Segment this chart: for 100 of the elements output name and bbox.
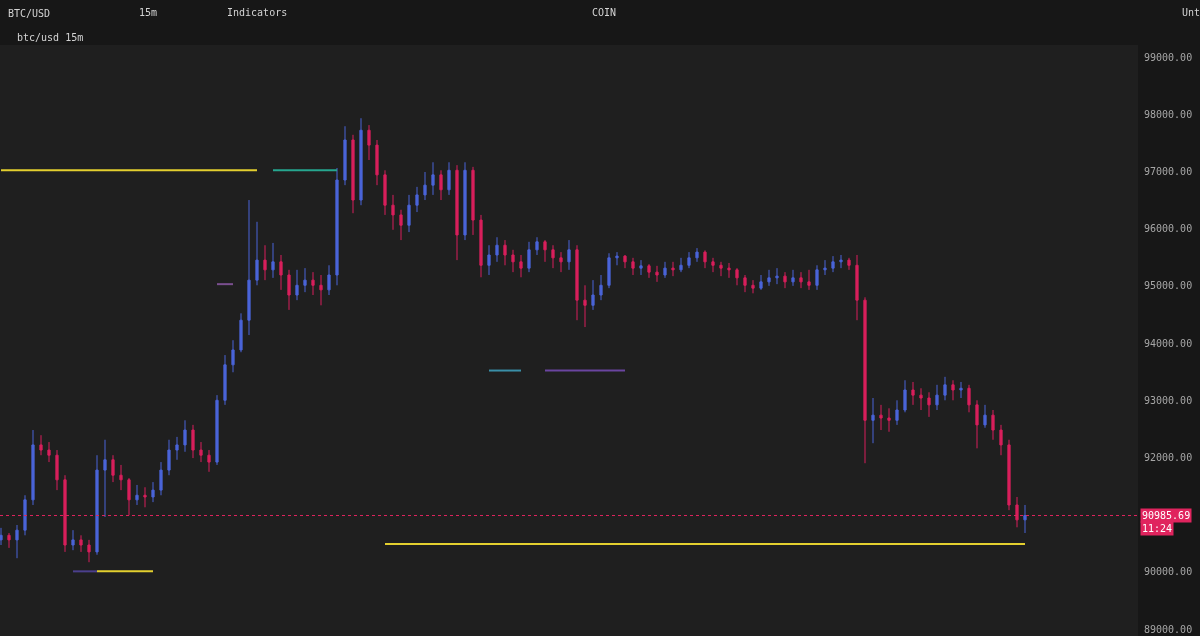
candlestick (527, 241, 531, 273)
text: COIN (592, 7, 617, 18)
y-tick-label: 96000.00 (1144, 223, 1193, 235)
candlestick (879, 404, 883, 431)
candlestick (279, 254, 283, 291)
y-tick-label: 97000.00 (1144, 165, 1193, 177)
candlestick (87, 539, 91, 563)
candlestick (759, 274, 763, 291)
candlestick (247, 199, 251, 336)
candlestick (911, 381, 915, 406)
candlestick (199, 441, 203, 463)
candlestick (311, 271, 315, 296)
candlestick (535, 236, 539, 256)
candlestick (319, 274, 323, 306)
candlestick (79, 534, 83, 553)
candlestick (255, 221, 259, 286)
candlestick (1007, 439, 1011, 511)
candlestick (919, 387, 923, 411)
candlestick (263, 244, 267, 281)
y-tick-label: 95000.00 (1144, 280, 1193, 292)
candlestick (239, 312, 243, 353)
candlestick (823, 259, 827, 276)
candlestick (575, 244, 579, 321)
candlestick (479, 214, 483, 278)
candlestick (15, 524, 19, 559)
candlestick (207, 449, 211, 473)
candlestick (175, 436, 179, 461)
y-tick-label: 98000.00 (1144, 108, 1193, 120)
candlestick (303, 267, 307, 293)
candlestick (999, 424, 1003, 456)
text: Indicators (227, 7, 288, 18)
candlestick (711, 257, 715, 273)
y-tick-label: 94000.00 (1144, 337, 1193, 349)
y-tick-label: 92000.00 (1144, 452, 1193, 463)
candlestick (287, 269, 291, 311)
candlestick (943, 376, 947, 401)
candlestick (1023, 504, 1027, 534)
candlestick (191, 424, 195, 459)
y-tick-label: 99000.00 (1144, 51, 1193, 63)
candlestick (399, 209, 403, 241)
candlestick (487, 244, 491, 276)
candlestick (183, 419, 187, 453)
candlestick (839, 254, 843, 269)
text: 15m (139, 7, 158, 18)
candlestick (991, 409, 995, 441)
candlestick (807, 269, 811, 291)
candlestick (655, 265, 659, 283)
candlestick (47, 441, 51, 463)
candlestick (847, 257, 851, 271)
candlestick (583, 284, 587, 328)
candlestick (463, 161, 467, 241)
candlestick (543, 239, 547, 263)
candlestick (751, 279, 755, 294)
chart-subtitle: btc/usd 15m (17, 32, 84, 43)
candlestick (367, 124, 371, 161)
candlestick (623, 254, 627, 269)
candlestick (975, 399, 979, 449)
candlestick (559, 251, 563, 273)
candlestick (351, 134, 355, 214)
candlestick (23, 494, 27, 536)
candlestick (743, 274, 747, 293)
candlestick (383, 169, 387, 216)
candlestick (407, 194, 411, 233)
candlestick (671, 261, 675, 277)
candlestick (455, 164, 459, 261)
y-tick-label: 90000.00 (1144, 566, 1193, 578)
candlestick (815, 264, 819, 291)
candlestick (223, 354, 227, 406)
candlestick (983, 404, 987, 429)
candlestick (39, 434, 43, 456)
candlestick (663, 261, 667, 279)
candlestick (719, 261, 723, 277)
candlestick (735, 267, 739, 286)
candlestick (511, 249, 515, 273)
candlestick (215, 394, 219, 466)
candlestick (375, 139, 379, 186)
candlestick (159, 461, 163, 496)
candlestick (687, 251, 691, 269)
candlestick (551, 244, 555, 269)
candlestick (95, 454, 99, 556)
candlestick (639, 259, 643, 276)
candlestick (55, 449, 59, 491)
candlestick (7, 532, 11, 549)
candlestick (959, 381, 963, 399)
candlestick (895, 399, 899, 426)
candlestick (415, 186, 419, 213)
candlestick (775, 267, 779, 285)
candlestick (439, 169, 443, 201)
candlestick (327, 264, 331, 296)
candlestick (135, 484, 139, 506)
candlestick (151, 481, 155, 503)
candlestick (31, 429, 35, 506)
candlestick (871, 397, 875, 444)
candlestick (423, 171, 427, 201)
candlestick (335, 167, 339, 286)
candlestick (343, 125, 347, 186)
candlestick (447, 161, 451, 196)
candlestick (295, 269, 299, 301)
y-tick-label: 89000.00 (1144, 623, 1193, 635)
candlestick (599, 274, 603, 301)
